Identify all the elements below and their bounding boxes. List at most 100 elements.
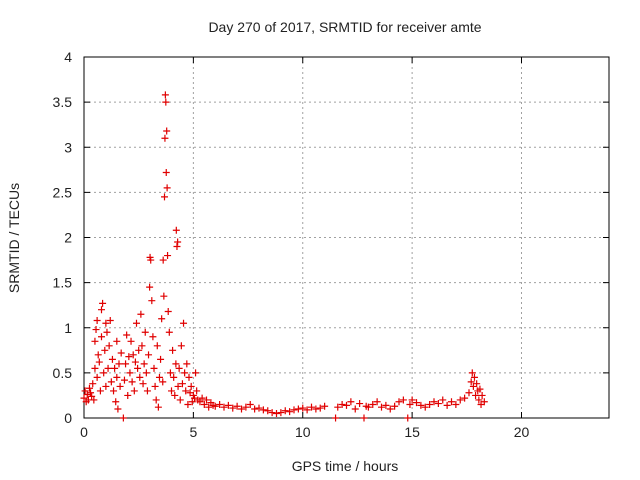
plot-frame: [83, 56, 610, 419]
data-point: [268, 409, 276, 417]
data-point: [476, 385, 484, 393]
data-point: [124, 391, 132, 399]
data-point: [123, 331, 131, 339]
x-tick-label: 15: [404, 424, 420, 440]
data-point: [259, 406, 267, 414]
data-point: [205, 403, 213, 411]
data-point: [180, 319, 188, 327]
data-point: [472, 391, 480, 399]
data-point: [163, 184, 171, 192]
data-point: [98, 306, 105, 314]
data-point: [81, 387, 89, 395]
data-point: [338, 400, 346, 408]
data-point: [113, 337, 121, 345]
data-point: [465, 389, 473, 397]
data-point: [91, 364, 99, 372]
data-point: [98, 333, 105, 341]
data-point: [162, 169, 170, 177]
data-point: [173, 243, 181, 251]
data-point: [386, 405, 394, 413]
data-point: [159, 378, 167, 386]
y-tick-label: 3.5: [53, 94, 73, 110]
data-point: [281, 407, 289, 415]
data-point: [122, 360, 130, 368]
data-point: [112, 398, 120, 406]
data-point: [153, 342, 161, 350]
data-point: [233, 402, 241, 410]
data-point: [378, 403, 385, 411]
data-point: [95, 358, 103, 366]
data-point: [128, 378, 136, 386]
x-tick-label: 20: [514, 424, 530, 440]
data-point: [131, 358, 139, 366]
data-point: [134, 364, 142, 372]
data-point: [169, 346, 177, 354]
data-point: [273, 409, 280, 417]
data-point: [182, 387, 190, 395]
data-point: [181, 369, 189, 377]
data-point: [140, 360, 148, 368]
data-point: [316, 404, 324, 412]
data-point: [264, 407, 272, 415]
data-point: [421, 403, 429, 411]
data-point: [426, 400, 434, 408]
data-point: [308, 403, 315, 411]
data-point: [192, 369, 200, 377]
data-point: [119, 414, 127, 422]
data-point: [473, 380, 481, 388]
data-point: [406, 400, 414, 408]
data-point: [183, 360, 191, 368]
data-point: [382, 401, 390, 409]
data-point: [255, 404, 263, 412]
data-point: [100, 369, 108, 377]
data-point: [102, 382, 110, 390]
data-point: [373, 398, 381, 406]
data-point: [157, 355, 165, 363]
data-point: [391, 402, 399, 410]
data-point: [105, 342, 113, 350]
data-point: [141, 328, 149, 336]
data-point: [185, 373, 193, 381]
data-point: [108, 355, 116, 363]
data-point: [351, 405, 359, 413]
data-point: [224, 401, 232, 409]
data-point: [161, 134, 169, 142]
data-point: [149, 333, 157, 341]
data-point: [166, 369, 174, 377]
data-point: [347, 398, 355, 406]
data-point: [120, 376, 128, 384]
data-point: [111, 364, 119, 372]
data-point: [85, 384, 93, 392]
data-point: [443, 401, 451, 409]
data-point: [246, 400, 254, 408]
data-point: [188, 398, 196, 406]
data-point: [148, 297, 156, 305]
data-point: [142, 369, 150, 377]
data-point: [229, 404, 237, 412]
data-point: [172, 226, 180, 234]
data-point: [251, 405, 259, 413]
data-point: [129, 351, 137, 359]
data-point: [360, 414, 368, 422]
data-point: [151, 382, 159, 390]
data-point: [176, 396, 184, 404]
data-point: [413, 399, 420, 407]
data-point: [130, 387, 138, 395]
data-point: [408, 396, 416, 404]
data-point: [89, 380, 97, 388]
y-tick-label: 1.5: [53, 275, 73, 291]
data-point: [87, 389, 95, 397]
data-point: [137, 310, 145, 318]
data-point: [162, 98, 170, 106]
data-point: [139, 380, 147, 388]
data-point: [198, 394, 206, 402]
data-point: [193, 387, 201, 395]
y-tick-label: 0.5: [53, 365, 73, 381]
data-point: [203, 396, 210, 404]
y-tick-label: 1: [64, 320, 72, 336]
data-point: [467, 378, 475, 386]
data-point: [452, 400, 460, 408]
x-tick-label: 0: [80, 424, 88, 440]
data-point: [145, 351, 153, 359]
